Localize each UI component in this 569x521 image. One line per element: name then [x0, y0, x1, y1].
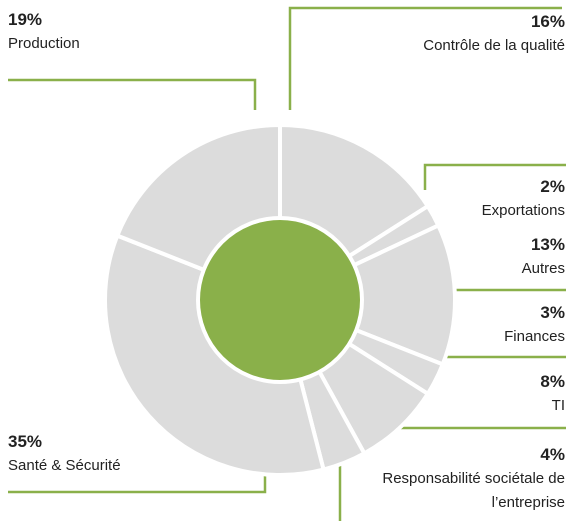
donut-slice	[103, 232, 326, 477]
slice-name: Responsabilité sociétale de l’entreprise	[382, 470, 565, 511]
slice-percent: 3%	[540, 303, 565, 322]
slice-name: Finances	[504, 328, 565, 345]
slice-percent: 35%	[8, 432, 43, 451]
slice-percent: 4%	[540, 445, 565, 464]
leader-line	[8, 78, 257, 110]
slice-label: 4% Responsabilité sociétale de l’entrepri…	[375, 443, 565, 515]
slice-percent: 13%	[530, 235, 565, 254]
slice-label: 2% Exportations	[375, 175, 565, 223]
donut-slice	[274, 222, 457, 368]
slice-label: 8% TI	[375, 370, 565, 418]
leader-line	[423, 163, 566, 190]
slice-percent: 19%	[8, 10, 43, 29]
donut-center	[196, 216, 364, 384]
slice-label: 16% Contrôle de la qualité	[375, 10, 565, 58]
slice-percent: 8%	[540, 372, 565, 391]
slice-label: 3% Finances	[375, 301, 565, 349]
slice-name: TI	[551, 397, 565, 414]
slice-percent: 16%	[530, 12, 565, 31]
slice-name: Exportations	[481, 202, 565, 219]
slice-label: 13% Autres	[375, 233, 565, 281]
slice-name: Production	[8, 35, 80, 52]
slice-label: 19% Production	[8, 8, 80, 56]
slice-label: 35% Santé & Sécurité	[8, 430, 121, 478]
leader-line	[388, 418, 566, 430]
slice-name: Autres	[521, 260, 565, 277]
leader-line	[288, 6, 562, 110]
slice-name: Santé & Sécurité	[8, 457, 121, 474]
slice-name: Contrôle de la qualité	[423, 37, 565, 54]
slice-percent: 2%	[540, 177, 565, 196]
